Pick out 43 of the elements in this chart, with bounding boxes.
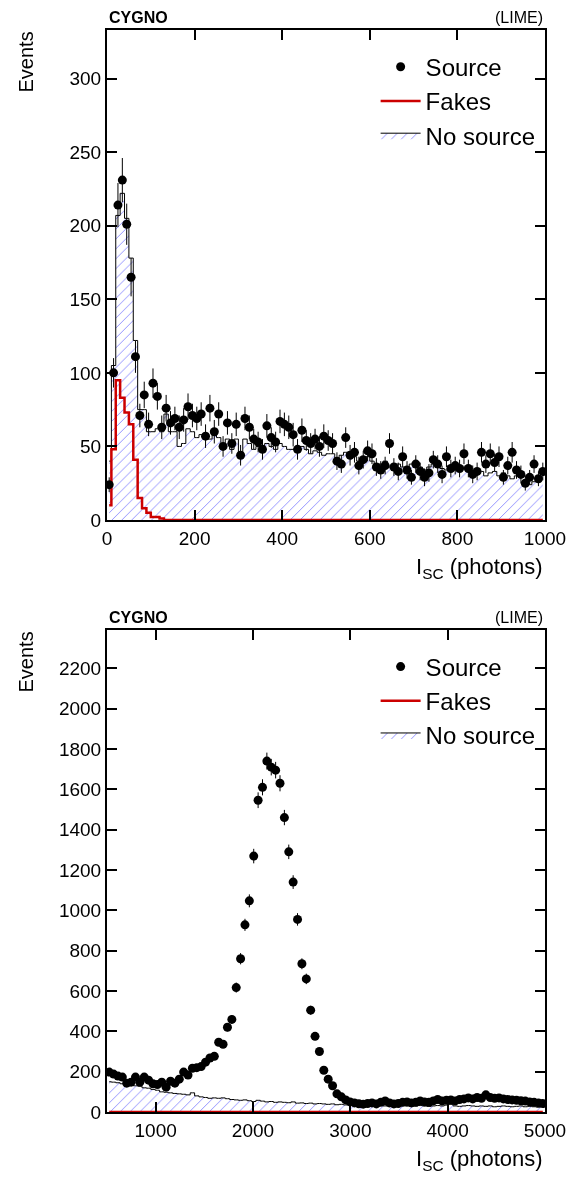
legend-label: No source	[425, 122, 536, 150]
y-tick-label: 300	[69, 68, 102, 90]
y-tick-label: 400	[69, 1020, 102, 1042]
y-tick-label: 50	[80, 436, 102, 458]
y-tick-label: 100	[69, 362, 102, 384]
y-tick-label: 1000	[58, 899, 102, 921]
y-tick-label: 0	[90, 1101, 102, 1123]
y-tick-label: 1400	[58, 819, 102, 841]
x-tick-label: 600	[353, 527, 386, 549]
y-tick-label: 150	[69, 288, 102, 310]
text: (LIME)	[495, 609, 543, 626]
x-tick-label: 1000	[523, 527, 567, 549]
text: CYGNO	[109, 9, 168, 26]
legend-label: No source	[425, 722, 536, 750]
y-tick-label: 1200	[58, 859, 102, 881]
x-tick-label: 2000	[231, 1119, 275, 1141]
y-axis-title: Events	[14, 631, 37, 693]
x-axis-title: I$_{SC}$ (photons)	[416, 554, 543, 582]
legend-label: Fakes	[425, 688, 491, 716]
y-tick-label: 800	[69, 940, 102, 962]
x-tick-label: 5000	[523, 1119, 567, 1141]
x-axis-title: I$_{SC}$ (photons)	[416, 1146, 543, 1174]
text: (LIME)	[495, 9, 543, 26]
x-tick-label: 4000	[426, 1119, 469, 1141]
legend-label: Fakes	[425, 88, 491, 116]
x-tick-label: 400	[266, 527, 299, 549]
y-axis-title: Events	[14, 31, 37, 93]
x-tick-label: 800	[441, 527, 474, 549]
y-tick-label: 1800	[58, 738, 102, 760]
text: CYGNO	[109, 609, 168, 626]
y-tick-label: 2200	[58, 657, 102, 679]
y-tick-label: 200	[69, 1061, 102, 1083]
x-tick-label: 3000	[329, 1119, 372, 1141]
x-tick-label: 200	[178, 527, 211, 549]
x-tick-label: 1000	[134, 1119, 177, 1141]
legend-label: Source	[425, 54, 502, 82]
legend-label: Source	[425, 653, 502, 681]
y-tick-label: 2000	[58, 698, 102, 720]
y-tick-label: 250	[69, 141, 102, 163]
y-tick-label: 200	[69, 215, 102, 237]
y-tick-label: 600	[69, 980, 102, 1002]
y-tick-label: 0	[90, 509, 102, 531]
y-tick-label: 1600	[58, 778, 102, 800]
